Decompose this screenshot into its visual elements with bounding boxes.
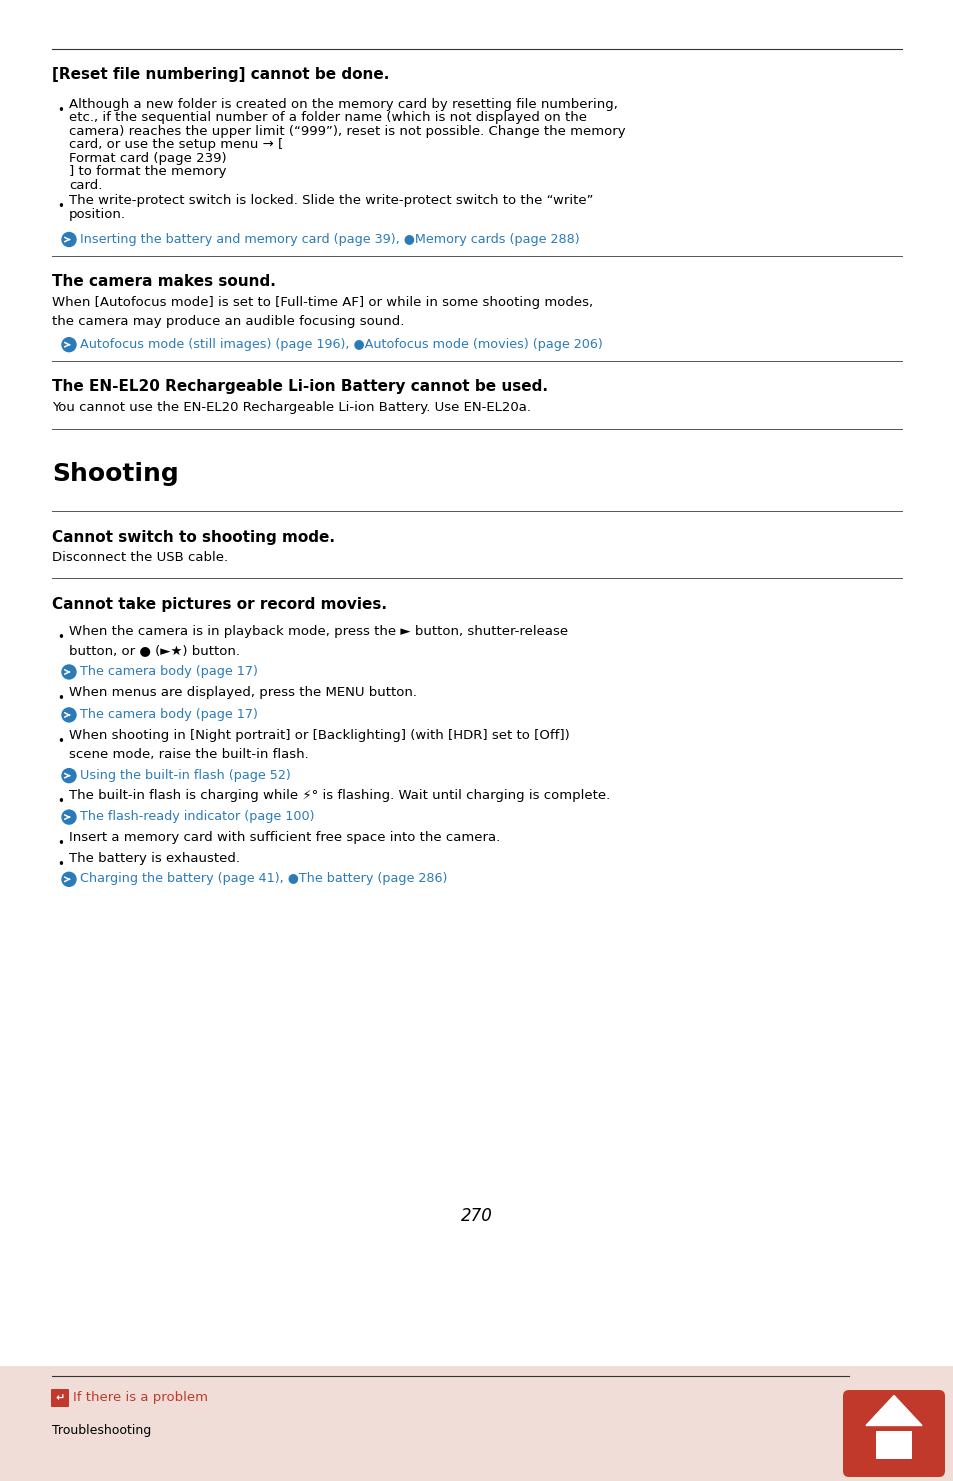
Text: Troubleshooting: Troubleshooting (52, 1425, 152, 1437)
Text: Insert a memory card with sufficient free space into the camera.: Insert a memory card with sufficient fre… (69, 831, 499, 844)
Circle shape (62, 338, 76, 351)
Text: Charging the battery (page 41), ●The battery (page 286): Charging the battery (page 41), ●The bat… (80, 872, 447, 886)
Text: Format card (page 239): Format card (page 239) (69, 151, 227, 164)
Text: card, or use the setup menu → [: card, or use the setup menu → [ (69, 138, 283, 151)
Text: The camera body (page 17): The camera body (page 17) (80, 708, 257, 721)
Text: [Reset file numbering] cannot be done.: [Reset file numbering] cannot be done. (52, 67, 389, 81)
Text: The write-protect switch is locked. Slide the write-protect switch to the “write: The write-protect switch is locked. Slid… (69, 194, 593, 207)
FancyBboxPatch shape (842, 1391, 944, 1477)
Text: •: • (57, 104, 64, 117)
Text: The camera makes sound.: The camera makes sound. (52, 274, 275, 289)
Text: button, or ● (►★) button.: button, or ● (►★) button. (69, 644, 240, 658)
Circle shape (62, 233, 76, 246)
Text: Using the built-in flash (page 52): Using the built-in flash (page 52) (80, 769, 291, 782)
Text: •: • (57, 692, 64, 705)
FancyBboxPatch shape (875, 1431, 911, 1459)
FancyBboxPatch shape (0, 1365, 953, 1481)
Text: The EN-EL20 Rechargeable Li-ion Battery cannot be used.: The EN-EL20 Rechargeable Li-ion Battery … (52, 379, 547, 394)
Text: •: • (57, 631, 64, 644)
Text: The built-in flash is charging while ⚡° is flashing. Wait until charging is comp: The built-in flash is charging while ⚡° … (69, 789, 610, 803)
Text: ↵: ↵ (55, 1394, 65, 1403)
Text: ] to format the memory: ] to format the memory (69, 166, 226, 178)
Text: When [Autofocus mode] is set to [Full-time AF] or while in some shooting modes,: When [Autofocus mode] is set to [Full-ti… (52, 296, 593, 310)
Text: The flash-ready indicator (page 100): The flash-ready indicator (page 100) (80, 810, 314, 823)
Text: Cannot switch to shooting mode.: Cannot switch to shooting mode. (52, 530, 335, 545)
Text: 270: 270 (460, 1207, 493, 1225)
Text: •: • (57, 857, 64, 871)
Text: Cannot take pictures or record movies.: Cannot take pictures or record movies. (52, 597, 387, 612)
Circle shape (62, 708, 76, 721)
Text: Autofocus mode (still images) (page 196), ●Autofocus mode (movies) (page 206): Autofocus mode (still images) (page 196)… (80, 338, 602, 351)
Text: scene mode, raise the built-in flash.: scene mode, raise the built-in flash. (69, 748, 309, 761)
Text: Shooting: Shooting (52, 462, 178, 486)
Circle shape (62, 665, 76, 678)
Text: You cannot use the EN-EL20 Rechargeable Li-ion Battery. Use EN-EL20a.: You cannot use the EN-EL20 Rechargeable … (52, 401, 531, 415)
Text: When shooting in [Night portrait] or [Backlighting] (with [HDR] set to [Off]): When shooting in [Night portrait] or [Ba… (69, 729, 569, 742)
Text: etc., if the sequential number of a folder name (which is not displayed on the: etc., if the sequential number of a fold… (69, 111, 586, 124)
Text: camera) reaches the upper limit (“999”), reset is not possible. Change the memor: camera) reaches the upper limit (“999”),… (69, 124, 625, 138)
Text: The battery is exhausted.: The battery is exhausted. (69, 852, 240, 865)
Text: •: • (57, 837, 64, 850)
Text: If there is a problem: If there is a problem (73, 1392, 208, 1404)
Text: •: • (57, 200, 64, 213)
Text: Disconnect the USB cable.: Disconnect the USB cable. (52, 551, 228, 564)
Text: Although a new folder is created on the memory card by resetting file numbering,: Although a new folder is created on the … (69, 98, 618, 111)
Text: •: • (57, 735, 64, 748)
Polygon shape (865, 1395, 921, 1426)
Text: •: • (57, 795, 64, 809)
Circle shape (62, 810, 76, 823)
Text: the camera may produce an audible focusing sound.: the camera may produce an audible focusi… (52, 315, 404, 329)
Circle shape (62, 769, 76, 782)
Text: The camera body (page 17): The camera body (page 17) (80, 665, 257, 678)
Circle shape (62, 872, 76, 886)
Text: Inserting the battery and memory card (page 39), ●Memory cards (page 288): Inserting the battery and memory card (p… (80, 233, 579, 246)
Text: When the camera is in playback mode, press the ► button, shutter-release: When the camera is in playback mode, pre… (69, 625, 568, 638)
Text: position.: position. (69, 207, 126, 221)
FancyBboxPatch shape (51, 1389, 69, 1407)
Text: card.: card. (69, 179, 102, 191)
Text: When menus are displayed, press the MENU button.: When menus are displayed, press the MENU… (69, 686, 416, 699)
